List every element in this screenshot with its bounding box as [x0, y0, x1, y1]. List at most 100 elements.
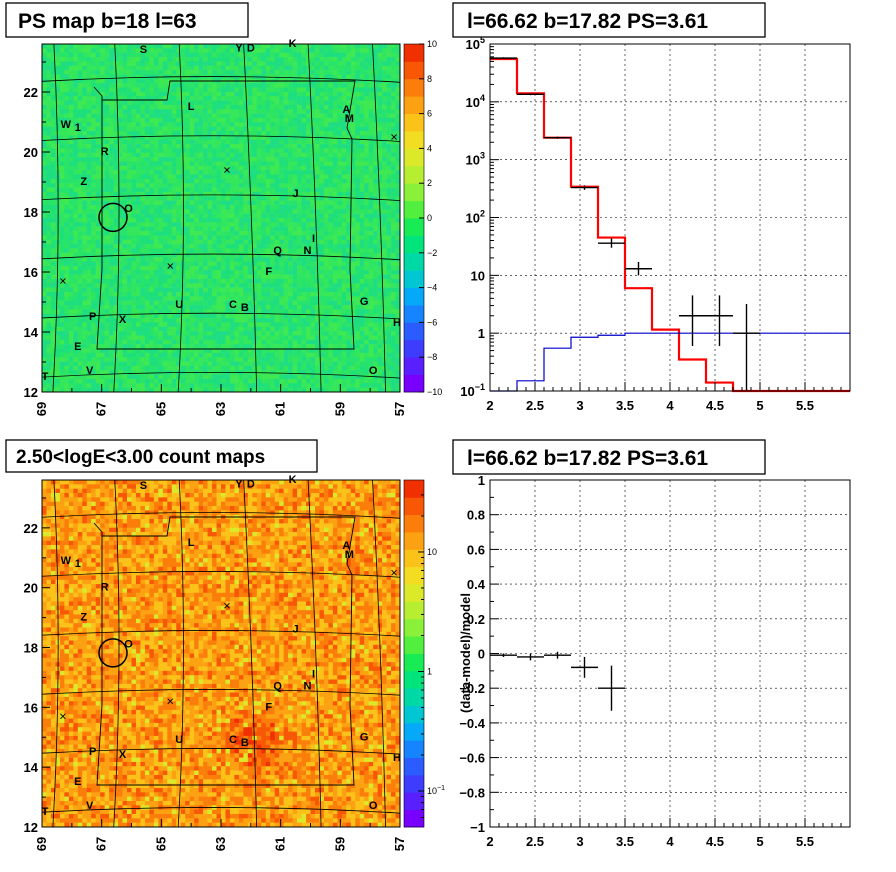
count-map-title-box	[5, 439, 318, 473]
y-tick-label: −0.2	[459, 681, 485, 696]
residual-plot	[490, 651, 625, 711]
x-tick-label: 67	[94, 837, 109, 851]
source-label: W	[61, 555, 72, 567]
y-tick-label: 1	[478, 473, 485, 488]
y-tick-label: 18	[24, 205, 38, 220]
grid-latitude-line	[41, 689, 401, 696]
y-tick-label: 18	[24, 641, 38, 656]
y-tick-label: 0	[478, 647, 485, 662]
data-point	[571, 185, 598, 190]
grid-longitude-line	[243, 43, 258, 393]
source-cross-marker	[224, 602, 230, 609]
grid-latitude-line	[41, 135, 401, 142]
x-tick-label: 2	[486, 398, 493, 413]
x-tick-label: 5.5	[796, 834, 814, 849]
x-tick-label: 4.5	[706, 834, 724, 849]
y-tick-label: 10	[471, 268, 485, 283]
count-map-title: 2.50<logE<3.00 count maps	[16, 447, 265, 468]
y-tick-label: −0.8	[459, 785, 485, 800]
y-tick-label: 22	[24, 85, 38, 100]
colorbar-segment	[404, 270, 424, 288]
x-tick-label: 4	[666, 834, 674, 849]
colorbar-segment	[404, 532, 424, 550]
x-tick-label: 59	[332, 837, 347, 851]
colorbar-frame	[403, 479, 425, 828]
colorbar-segment	[404, 287, 424, 306]
colorbar-segment	[404, 322, 424, 341]
source-label: S	[140, 480, 147, 492]
source-label: T	[42, 806, 49, 818]
grid-longitude-line	[52, 479, 59, 828]
x-tick-label: 3.5	[616, 834, 634, 849]
x-tick-label: 59	[332, 402, 347, 416]
ps-map-axes: 69 67 65 63 61 59 57 12 14 16 18 20 22	[24, 61, 407, 416]
x-tick-label: 2.5	[526, 398, 544, 413]
source-label: E	[74, 776, 81, 788]
source-label: Z	[80, 612, 87, 624]
grid-longitude-line	[113, 479, 120, 828]
x-tick-label: 5	[756, 834, 763, 849]
colorbar-segment	[404, 740, 424, 758]
x-tick-label: 5.5	[796, 398, 814, 413]
source-label: J	[293, 188, 299, 200]
x-tick-label: 3.5	[616, 398, 634, 413]
colorbar-segment	[404, 601, 424, 620]
colorbar-segment	[404, 148, 424, 167]
grid-longitude-line	[307, 479, 322, 828]
region-outline	[93, 80, 356, 350]
count-map-axes: 69 67 65 63 61 59 57 12 14 16 18 20 22	[24, 497, 407, 851]
source-label: N	[304, 245, 312, 257]
colorbar-segment	[404, 757, 424, 776]
count-map-colorbar: 10 1 10−1	[403, 479, 445, 828]
source-label: X	[119, 749, 127, 761]
colorbar-segment	[404, 113, 424, 132]
source-label: L	[188, 537, 195, 549]
source-label: C	[229, 734, 237, 746]
model-total-step-line	[490, 57, 850, 393]
colorbar-segment	[404, 78, 424, 97]
y-tick-label: 1	[478, 326, 485, 341]
grid-longitude-line	[307, 43, 322, 393]
grid-longitude-line	[177, 43, 184, 393]
data-point	[544, 136, 571, 139]
source-label: L	[188, 101, 195, 113]
x-tick-label: 57	[392, 402, 407, 416]
residual-point	[598, 665, 625, 711]
source-label: I	[312, 668, 315, 680]
x-tick-label: 3	[576, 398, 583, 413]
source-label: T	[42, 371, 49, 383]
source-cross-marker	[391, 569, 397, 576]
colorbar-tick-label: 10−1	[427, 785, 445, 796]
source-label: H	[393, 317, 401, 329]
x-tick-label: 5	[756, 398, 763, 413]
grid-longitude-line	[243, 479, 258, 828]
panel-residuals: l=66.62 b=17.82 PS=3.61 2 2.5 3 3.5 4 4.5 5 5.5…	[452, 439, 851, 849]
colorbar-segment	[404, 183, 424, 201]
colorbar-tick-label: 2	[427, 178, 432, 188]
colorbar-segment	[404, 514, 424, 533]
colorbar-segment	[404, 774, 424, 793]
source-cross-marker	[224, 167, 230, 173]
source-label: V	[86, 800, 94, 812]
source-label: W	[61, 119, 72, 131]
source-label: Q	[273, 245, 282, 257]
ps-map-coordinate-grid	[41, 43, 401, 393]
y-tick-label: 0.2	[467, 612, 485, 627]
source-label: 1	[75, 558, 81, 570]
source-cross-marker	[60, 713, 66, 720]
source-label: V	[86, 365, 94, 377]
source-label: I	[312, 233, 315, 245]
x-tick-label: 61	[273, 837, 288, 851]
colorbar-tick-label: 10	[427, 547, 437, 557]
grid-latitude-line	[41, 748, 401, 755]
grid-latitude-line	[41, 630, 401, 637]
colorbar-segment	[404, 722, 424, 741]
colorbar-segment	[404, 200, 424, 219]
x-tick-label: 2.5	[526, 834, 544, 849]
grid-latitude-line	[41, 512, 401, 519]
spectrum-plot	[490, 57, 850, 393]
